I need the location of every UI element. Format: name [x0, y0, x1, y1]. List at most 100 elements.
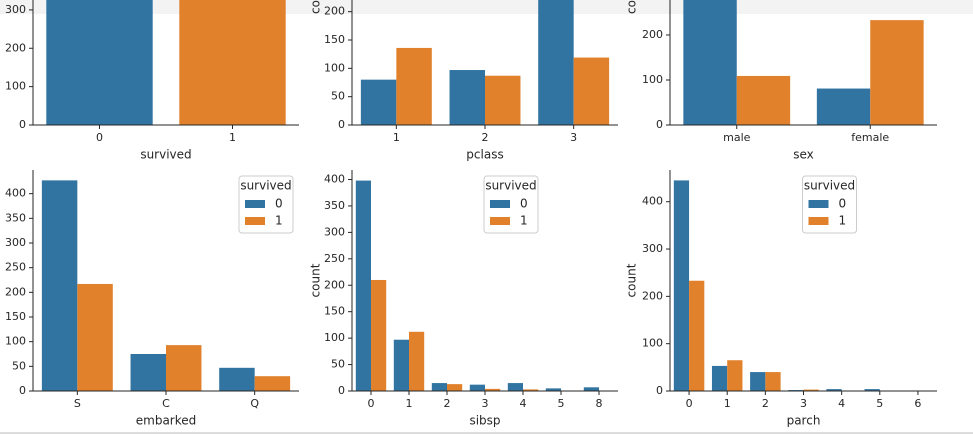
legend-title: survived — [804, 179, 855, 193]
bar — [826, 389, 842, 391]
y-tick-label: 150 — [5, 310, 26, 323]
x-tick-label: 2 — [482, 131, 489, 144]
x-tick-label: 3 — [800, 397, 807, 410]
x-tick-label: C — [162, 397, 170, 410]
legend-swatch — [245, 217, 265, 225]
y-tick-label: 150 — [324, 33, 345, 46]
bar — [711, 365, 728, 391]
bar — [431, 383, 447, 391]
bar — [396, 47, 432, 125]
legend-swatch — [808, 200, 829, 208]
x-tick-label: 1 — [724, 397, 731, 410]
bar — [545, 388, 561, 391]
x-tick-label: 6 — [914, 397, 921, 410]
y-tick-label: 400 — [324, 173, 345, 186]
legend-swatch — [490, 200, 510, 208]
x-tick-label: 1 — [393, 131, 400, 144]
y-tick-label: 200 — [5, 41, 26, 54]
legend-swatch — [245, 200, 265, 208]
x-tick-label: 8 — [596, 397, 603, 410]
y-tick-label: 350 — [5, 211, 26, 224]
bar — [409, 331, 425, 391]
y-axis-label: count — [309, 263, 323, 297]
bar — [803, 389, 819, 391]
legend-label: 1 — [275, 214, 283, 228]
x-tick-label: 2 — [762, 397, 769, 410]
y-tick-label: 0 — [656, 384, 663, 397]
y-tick-label: 200 — [642, 289, 663, 302]
legend-label: 0 — [520, 197, 528, 211]
bar — [254, 376, 291, 391]
x-axis-label: pclass — [466, 148, 503, 162]
bar — [449, 70, 485, 125]
x-tick-label: female — [851, 131, 889, 144]
y-tick-label: 300 — [5, 236, 26, 249]
bar — [736, 75, 791, 125]
bar — [219, 367, 255, 391]
x-tick-label: 5 — [876, 397, 883, 410]
bar — [864, 389, 880, 391]
bar — [683, 0, 737, 125]
bar — [727, 360, 743, 391]
legend-title: survived — [240, 179, 291, 193]
x-tick-label: 2 — [444, 397, 451, 410]
bar — [538, 0, 574, 125]
y-tick-label: 100 — [324, 331, 345, 344]
x-tick-label: 3 — [482, 397, 489, 410]
bar — [765, 372, 781, 391]
y-axis-label: count — [625, 263, 639, 297]
bar — [673, 180, 690, 391]
y-tick-label: 100 — [642, 73, 663, 86]
y-tick-label: 0 — [19, 118, 26, 131]
x-axis-label: sex — [793, 148, 814, 162]
y-axis-label: count — [625, 0, 639, 14]
y-tick-label: 100 — [642, 337, 663, 350]
y-axis-label: count — [309, 0, 323, 14]
bar — [485, 388, 501, 391]
legend-label: 0 — [839, 197, 847, 211]
bar — [355, 180, 371, 391]
y-tick-label: 100 — [5, 335, 26, 348]
x-tick-label: 1 — [406, 397, 413, 410]
bar — [41, 180, 78, 391]
bar — [523, 389, 539, 391]
y-tick-label: 300 — [642, 242, 663, 255]
y-tick-label: 400 — [642, 195, 663, 208]
y-tick-label: 0 — [338, 118, 345, 131]
bar — [447, 384, 463, 391]
y-tick-label: 50 — [331, 358, 345, 371]
legend-swatch — [808, 217, 829, 225]
legend-title: survived — [485, 179, 536, 193]
y-tick-label: 250 — [5, 261, 26, 274]
y-tick-label: 100 — [5, 80, 26, 93]
bar — [360, 79, 397, 125]
bar — [583, 387, 599, 391]
x-axis-label: survived — [140, 148, 191, 162]
x-tick-label: 0 — [96, 131, 103, 144]
bar — [371, 279, 387, 391]
bar — [393, 339, 409, 391]
bar — [485, 75, 521, 125]
legend-label: 1 — [839, 214, 847, 228]
x-tick-label: 4 — [838, 397, 845, 410]
y-tick-label: 200 — [324, 278, 345, 291]
y-tick-label: 200 — [642, 28, 663, 41]
bar — [689, 280, 705, 391]
y-tick-label: 100 — [324, 61, 345, 74]
bar — [507, 383, 523, 391]
bar — [816, 88, 871, 125]
x-tick-label: 0 — [686, 397, 693, 410]
x-tick-label: 5 — [558, 397, 565, 410]
y-tick-label: 350 — [324, 199, 345, 212]
bar — [870, 20, 924, 125]
y-tick-label: 150 — [324, 305, 345, 318]
bar — [166, 345, 202, 391]
x-tick-label: 0 — [368, 397, 375, 410]
x-tick-label: 4 — [520, 397, 527, 410]
y-tick-label: 200 — [5, 285, 26, 298]
bar — [750, 372, 766, 391]
bar — [179, 0, 286, 125]
y-tick-label: 400 — [5, 187, 26, 200]
y-tick-label: 300 — [324, 225, 345, 238]
